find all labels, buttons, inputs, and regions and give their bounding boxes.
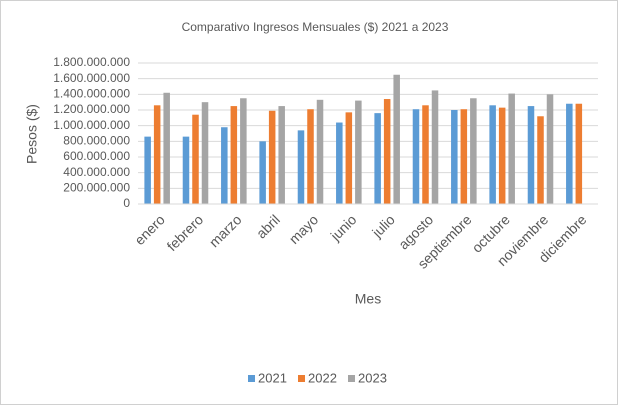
bar — [431, 90, 439, 204]
bar — [412, 109, 420, 204]
bar — [345, 112, 353, 204]
y-tick-label: 1.000.000.000 — [53, 118, 130, 132]
y-tick-label: 800.000.000 — [63, 134, 130, 148]
bar — [163, 92, 170, 204]
bar — [383, 99, 391, 204]
bar — [192, 114, 199, 204]
bar — [460, 109, 468, 204]
bar — [182, 136, 190, 204]
bar — [153, 105, 161, 204]
bar — [316, 99, 324, 204]
legend-swatch — [348, 375, 355, 382]
y-tick-label: 0 — [123, 196, 130, 210]
bar — [240, 98, 247, 204]
bar — [144, 136, 151, 204]
legend-swatch — [248, 375, 255, 382]
bar — [259, 141, 266, 204]
bar — [307, 109, 314, 204]
bar — [297, 130, 305, 204]
y-tick-label: 400.000.000 — [63, 165, 130, 179]
bar — [489, 105, 496, 204]
y-axis-label: Pesos ($) — [24, 104, 40, 164]
bar — [575, 103, 583, 204]
bar — [508, 93, 515, 204]
y-tick-label: 1.400.000.000 — [53, 87, 130, 101]
bar — [451, 110, 458, 204]
bar — [498, 107, 506, 204]
bar — [566, 103, 573, 204]
bar — [268, 110, 276, 204]
y-tick-label: 600.000.000 — [63, 149, 130, 163]
x-axis-label: Mes — [355, 291, 381, 307]
bar — [537, 116, 544, 204]
bar — [230, 106, 238, 204]
bar — [221, 127, 228, 204]
bar — [374, 113, 381, 204]
bar — [355, 100, 362, 204]
bar — [422, 105, 429, 204]
legend-label: 2022 — [308, 370, 337, 385]
y-tick-label: 1.600.000.000 — [53, 71, 130, 85]
legend-swatch — [298, 375, 305, 382]
y-tick-label: 200.000.000 — [63, 181, 130, 195]
chart-title: Comparativo Ingresos Mensuales ($) 2021 … — [182, 20, 449, 34]
bar — [278, 106, 285, 204]
bar — [470, 98, 477, 204]
y-tick-label: 1.800.000.000 — [53, 55, 130, 69]
legend-label: 2023 — [358, 370, 387, 385]
legend-label: 2021 — [258, 370, 287, 385]
y-tick-label: 1.200.000.000 — [53, 102, 130, 116]
bar — [527, 106, 535, 204]
bar — [393, 74, 400, 204]
bar — [201, 102, 209, 204]
bar — [546, 94, 554, 204]
bar — [336, 122, 343, 204]
